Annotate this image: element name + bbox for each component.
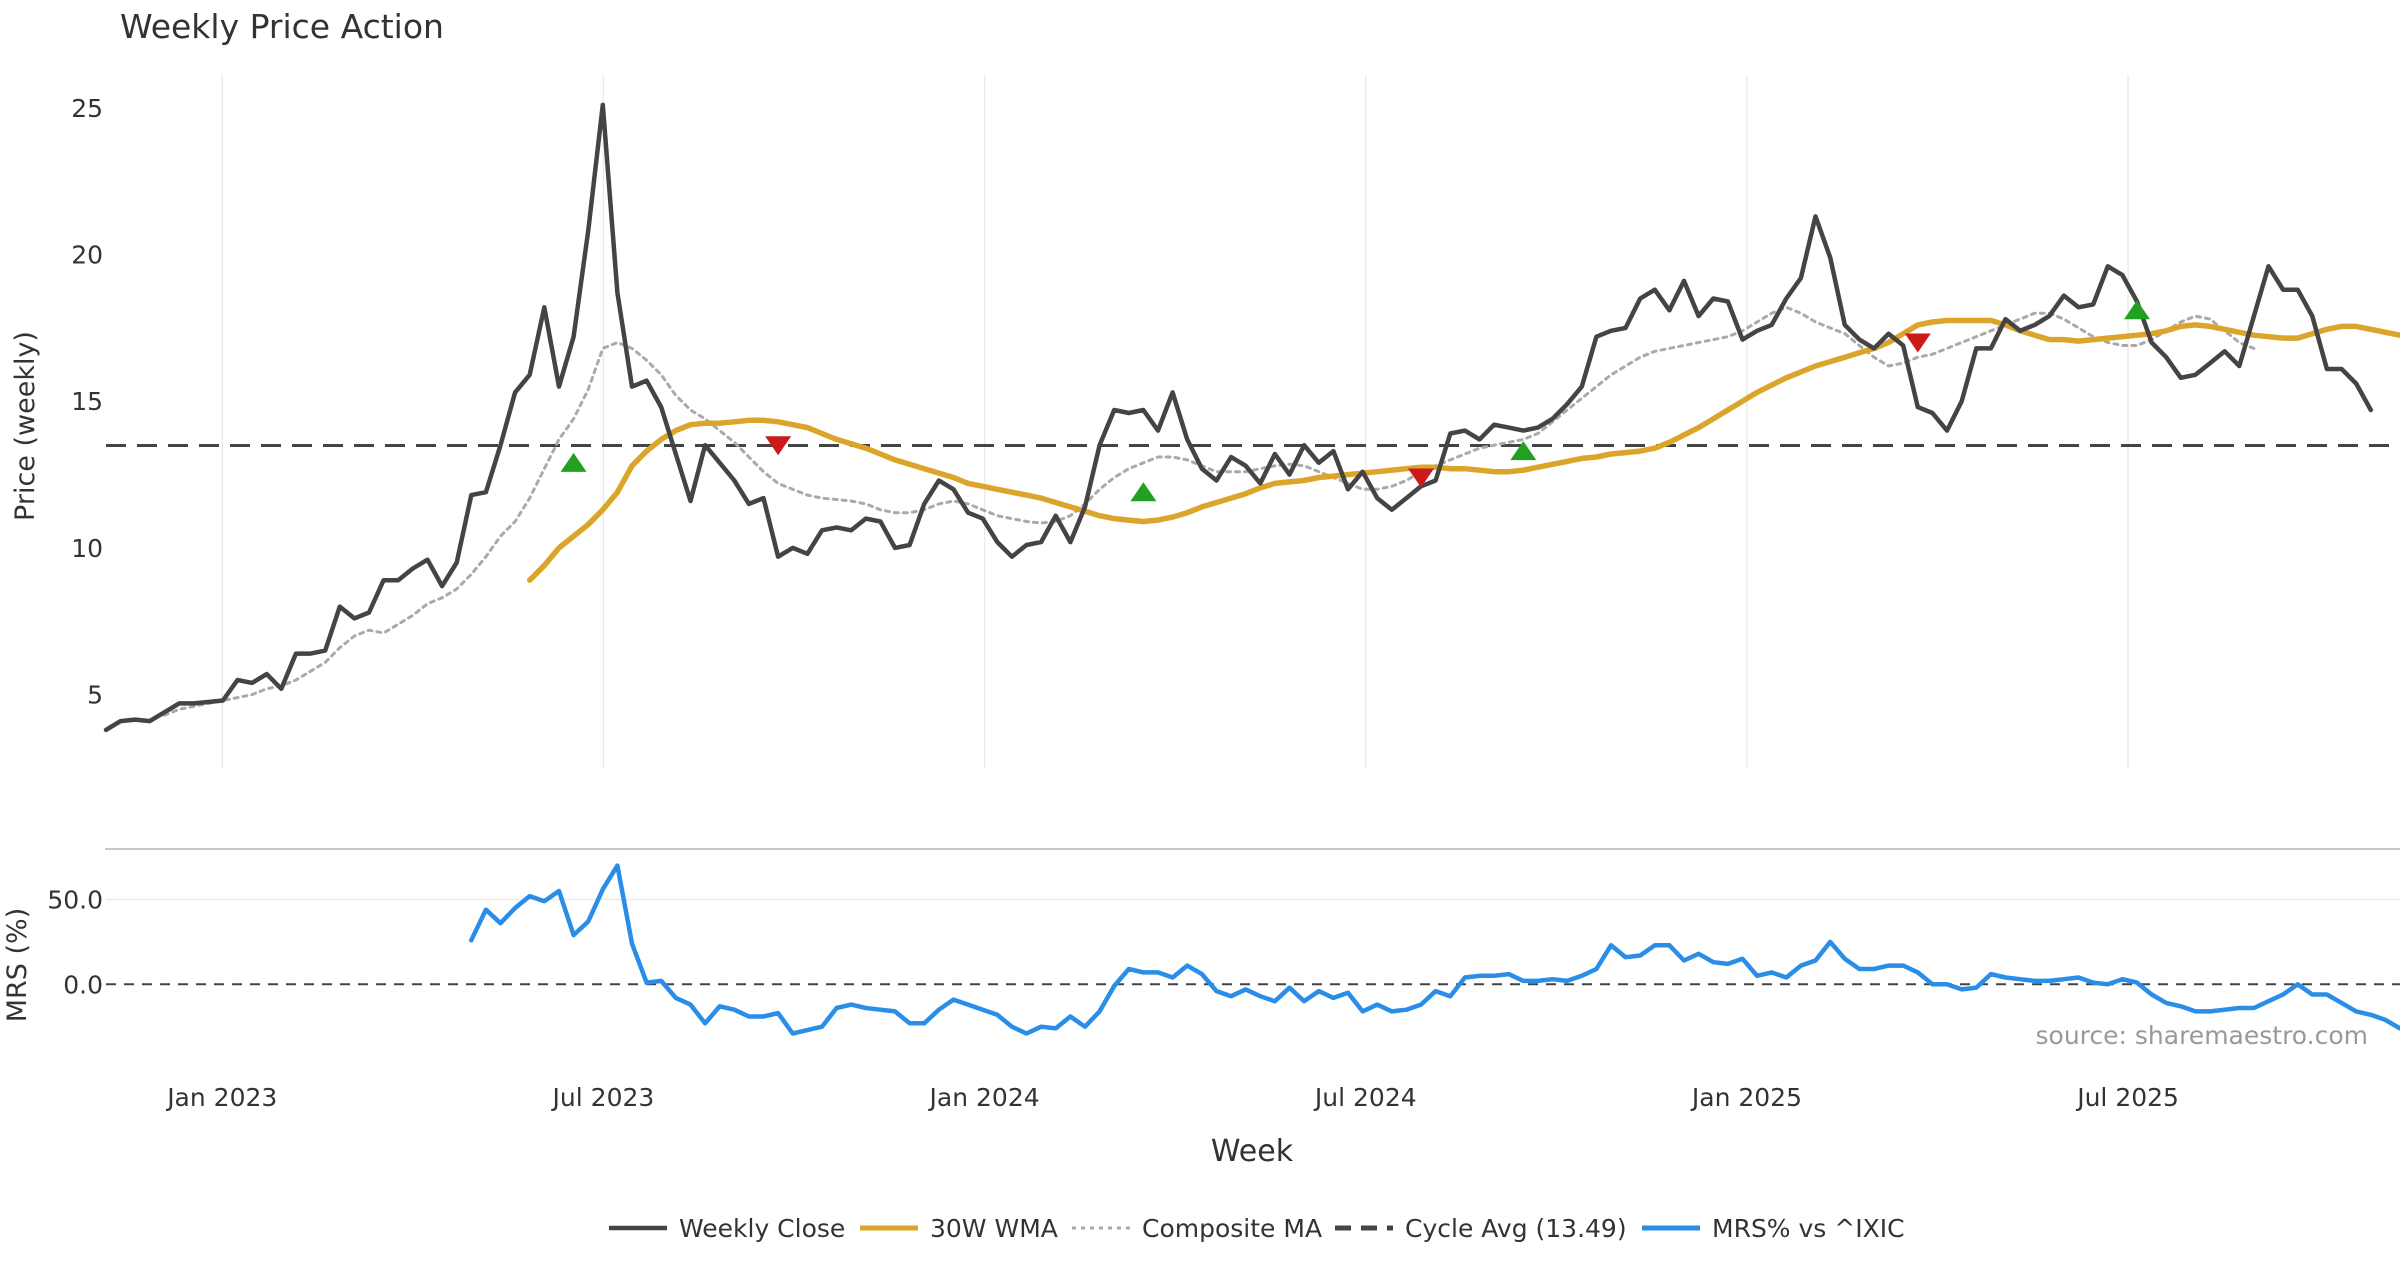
buy-signal-marker <box>2123 300 2150 320</box>
mrs-y-axis-label: MRS (%) <box>2 908 33 1023</box>
x-tick-label: Jul 2024 <box>1313 1083 1417 1112</box>
legend-item: MRS% vs ^IXIC <box>1642 1214 1905 1243</box>
x-tick-label: Jul 2025 <box>2075 1083 2179 1112</box>
legend-label: Cycle Avg (13.49) <box>1405 1214 1627 1243</box>
sell-signal-marker <box>1408 468 1435 488</box>
price-y-tick-label: 25 <box>71 94 103 123</box>
price-series-group <box>103 102 2400 733</box>
series-30w-wma <box>526 317 2400 583</box>
series-weekly-close <box>103 102 2374 733</box>
legend: Weekly Close 30W WMA Composite MA Cycle Avg… <box>609 1214 1905 1243</box>
legend-item: Cycle Avg (13.49) <box>1335 1214 1627 1243</box>
x-tick-label: Jan 2025 <box>1690 1083 1802 1112</box>
buy-signal-marker <box>560 452 587 472</box>
buy-signal-marker <box>1510 441 1537 461</box>
legend-label: 30W WMA <box>930 1214 1058 1243</box>
signal-markers <box>560 300 2150 502</box>
x-tick-label: Jan 2023 <box>165 1083 277 1112</box>
price-grid <box>221 75 2129 768</box>
mrs-y-tick-label: 0.0 <box>63 970 103 999</box>
chart-title: Weekly Price Action <box>120 7 444 46</box>
x-tick-label: Jul 2023 <box>551 1083 655 1112</box>
price-y-tick-label: 15 <box>71 387 103 416</box>
mrs-grid <box>106 898 2400 986</box>
legend-label: Weekly Close <box>679 1214 845 1243</box>
price-y-tick-label: 5 <box>87 681 103 710</box>
price-y-tick-label: 20 <box>71 241 103 270</box>
x-tick-label: Jan 2024 <box>928 1083 1040 1112</box>
legend-item: 30W WMA <box>860 1214 1058 1243</box>
sell-signal-marker <box>1904 333 1931 353</box>
legend-label: Composite MA <box>1142 1214 1322 1243</box>
legend-item: Weekly Close <box>609 1214 845 1243</box>
sell-signal-marker <box>765 436 792 456</box>
mrs-y-tick-label: 50.0 <box>47 885 103 914</box>
series-mrs <box>469 863 2400 1036</box>
series-composite-ma <box>162 305 2256 717</box>
buy-signal-marker <box>1130 482 1157 502</box>
x-axis-label: Week <box>1211 1134 1294 1169</box>
price-y-ticks: 5 10 15 20 25 <box>71 94 103 710</box>
legend-item: Composite MA <box>1072 1214 1322 1243</box>
price-y-tick-label: 10 <box>71 534 103 563</box>
legend-label: MRS% vs ^IXIC <box>1712 1214 1905 1243</box>
x-axis-ticks: Jan 2023 Jul 2023 Jan 2024 Jul 2024 Jan 2025… <box>165 1083 2179 1112</box>
source-annotation: source: sharemaestro.com <box>2036 1021 2369 1050</box>
mrs-y-ticks: 0.0 50.0 <box>47 885 103 999</box>
price-y-axis-label: Price (weekly) <box>10 331 41 521</box>
mrs-series-group <box>469 863 2400 1036</box>
